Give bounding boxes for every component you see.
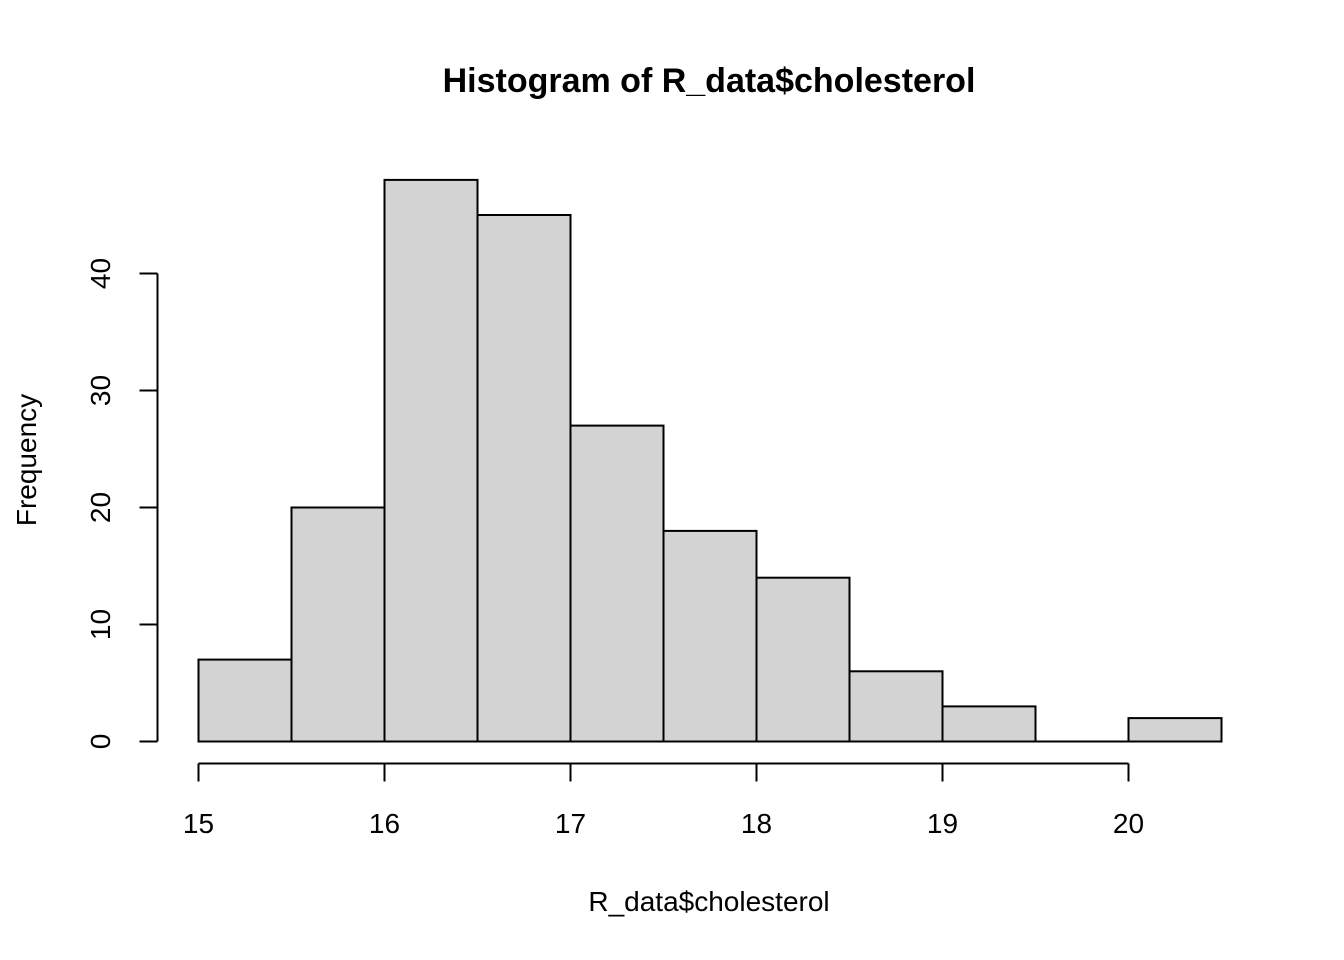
histogram-bar	[476, 214, 572, 743]
x-tick-label: 16	[369, 808, 400, 839]
histogram-bar	[662, 529, 758, 743]
histogram-bar	[290, 506, 386, 743]
histogram-bar	[383, 178, 479, 743]
histogram-bar	[1127, 717, 1223, 743]
histogram-bar	[755, 576, 851, 743]
x-tick-label: 17	[555, 808, 586, 839]
chart-title: Histogram of R_data$cholesterol	[443, 62, 976, 100]
y-tick-label: 10	[85, 609, 116, 640]
y-tick-label: 0	[85, 734, 116, 750]
x-tick-label: 19	[927, 808, 958, 839]
y-tick-label: 30	[85, 375, 116, 406]
x-axis: 15 16 17 18 19 20	[183, 762, 1144, 839]
y-tick-label: 40	[85, 258, 116, 289]
x-tick-label: 15	[183, 808, 214, 839]
x-axis-label: R_data$cholesterol	[588, 886, 829, 917]
y-tick-label: 20	[85, 492, 116, 523]
histogram-bar	[848, 670, 944, 743]
x-tick-label: 18	[741, 808, 772, 839]
y-axis-label: Frequency	[11, 394, 42, 526]
y-axis: 0 10 20 30 40	[85, 258, 159, 750]
histogram-bar	[569, 424, 665, 743]
histogram-bar	[941, 705, 1037, 743]
bars-group	[197, 178, 1223, 743]
histogram-bar	[197, 658, 293, 743]
x-tick-label: 20	[1113, 808, 1144, 839]
